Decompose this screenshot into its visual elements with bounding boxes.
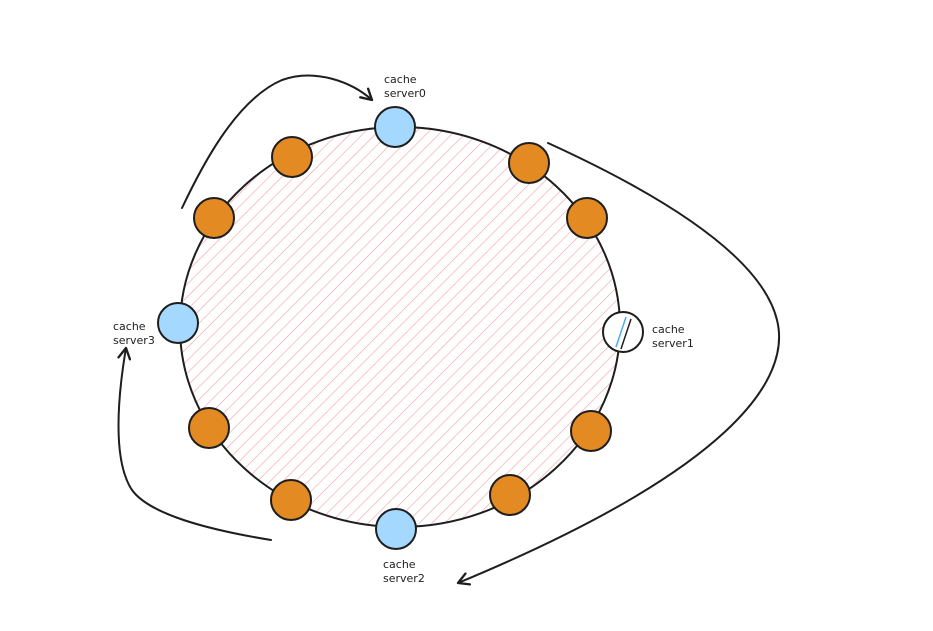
server2-label-line2: server2 xyxy=(383,572,425,585)
key-node xyxy=(570,410,612,452)
hash-ring-fill xyxy=(180,127,620,527)
hash-ring xyxy=(179,126,621,528)
key-node xyxy=(566,197,608,239)
server3-label-line2: server3 xyxy=(113,334,155,347)
arrow-to-server2 xyxy=(456,142,781,586)
key-node xyxy=(270,479,312,521)
server1-label-line1: cache xyxy=(652,323,685,336)
key-node xyxy=(508,142,550,184)
key-nodes xyxy=(188,136,612,521)
server2-label-line1: cache xyxy=(383,558,416,571)
server1-label-line2: server1 xyxy=(652,337,694,350)
server-labels: cache server0 cache server1 cache server… xyxy=(113,73,694,585)
arrow-to-server0 xyxy=(181,74,374,209)
key-node xyxy=(188,407,230,449)
arrow-to-server3 xyxy=(117,346,272,541)
server-node-server3 xyxy=(157,302,199,344)
server-node-server2 xyxy=(375,508,417,550)
key-node xyxy=(271,136,313,178)
key-node xyxy=(193,197,235,239)
server3-label-line1: cache xyxy=(113,320,146,333)
server-node-server0 xyxy=(374,106,416,148)
arrows xyxy=(117,74,781,586)
server-nodes xyxy=(157,106,644,550)
server0-label-line1: cache xyxy=(384,73,417,86)
server0-label-line2: server0 xyxy=(384,87,426,100)
server-node-server1-removed xyxy=(602,311,644,353)
key-node xyxy=(489,474,531,516)
